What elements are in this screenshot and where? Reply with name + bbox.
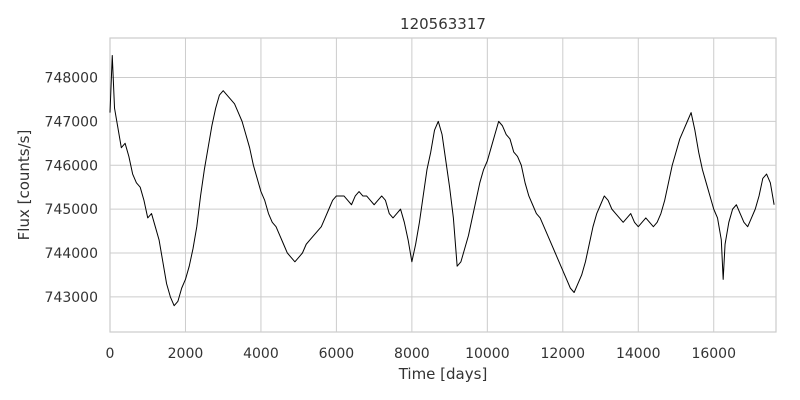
x-tick-label: 12000 xyxy=(541,346,586,362)
y-axis-label: Flux [counts/s] xyxy=(15,130,33,241)
x-axis-label: Time [days] xyxy=(398,365,488,383)
y-tick-label: 747000 xyxy=(45,114,98,130)
x-tick-label: 6000 xyxy=(319,346,355,362)
x-tick-label: 4000 xyxy=(243,346,279,362)
x-tick-label: 8000 xyxy=(394,346,430,362)
grid-lines xyxy=(109,38,776,332)
x-tick-labels: 0 2000 4000 6000 8000 10000 12000 14000 16000 xyxy=(106,346,736,362)
x-tick-label: 0 xyxy=(106,346,115,362)
y-tick-label: 744000 xyxy=(45,246,98,262)
y-tick-label: 746000 xyxy=(45,158,98,174)
series-line xyxy=(109,55,775,307)
x-tick-label: 16000 xyxy=(691,346,736,362)
x-tick-label: 10000 xyxy=(465,346,510,362)
plot-area-frame xyxy=(109,37,777,333)
x-tick-label: 14000 xyxy=(616,346,661,362)
x-tick-label: 2000 xyxy=(168,346,204,362)
series-group xyxy=(109,55,775,307)
y-tick-labels: 743000 744000 745000 746000 747000 748000 xyxy=(45,70,98,305)
y-tick-label: 743000 xyxy=(45,290,98,306)
y-tick-label: 748000 xyxy=(45,70,98,86)
chart-title: 120563317 xyxy=(400,15,486,33)
y-tick-label: 745000 xyxy=(45,202,98,218)
